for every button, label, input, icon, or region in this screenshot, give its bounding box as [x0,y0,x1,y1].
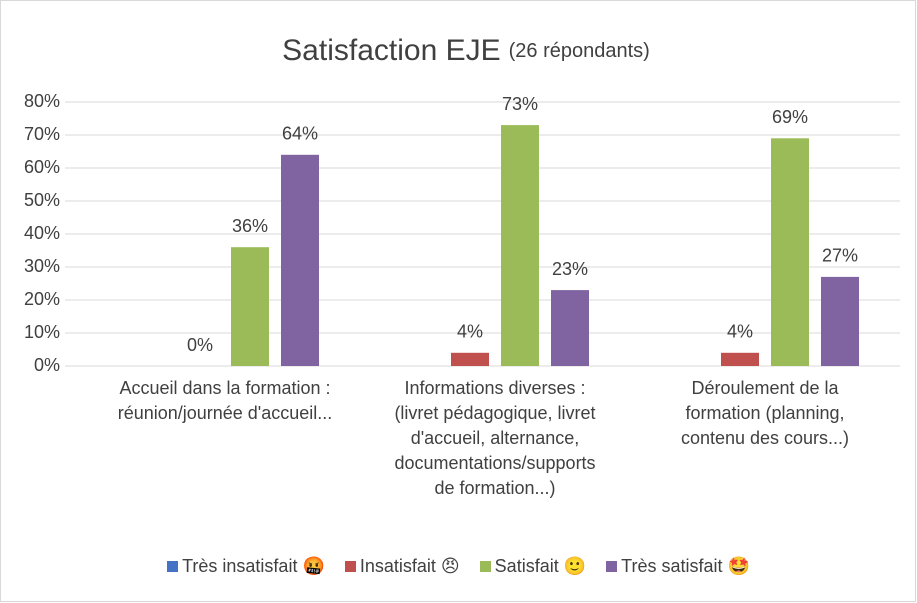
legend-item: Très satisfait 🤩 [606,556,750,577]
y-tick-label: 40% [24,223,60,243]
title: Satisfaction EJE [282,34,500,67]
bar [771,138,809,366]
y-tick-label: 20% [24,289,60,309]
x-tick-label: Déroulement de la formation (planning, c… [680,378,850,448]
legend-swatch [606,561,618,572]
data-label: 36% [232,216,268,236]
chart-title: Satisfaction EJE (26 répondants) [282,34,650,67]
y-tick-label: 80% [24,91,60,111]
bar [501,125,539,366]
y-tick-label: 10% [24,322,60,342]
data-label: 69% [772,107,808,127]
y-tick-label: 60% [24,157,60,177]
data-label: 27% [822,246,858,266]
legend-label: Insatisfait 😠 [359,556,460,576]
bar [451,352,489,366]
legend-label: Satisfait 🙂 [494,556,587,576]
legend-item: Très insatisfait 🤬 [167,556,325,577]
legend-item: Satisfait 🙂 [479,556,587,577]
y-tick-label: 0% [34,355,60,375]
data-label: 64% [282,124,318,144]
y-tick-label: 70% [24,124,60,144]
legend-swatch [344,561,356,572]
data-label: 4% [727,322,753,342]
legend-swatch [167,561,179,572]
legend-label: Très insatisfait 🤬 [182,556,325,576]
legend: Très insatisfait 🤬 Insatisfait 😠 Satisfait… [0,556,917,577]
bar [281,154,319,366]
data-label: 0% [187,335,213,355]
bar [231,247,269,366]
bar [721,352,759,366]
y-tick-label: 50% [24,190,60,210]
legend-swatch [479,561,491,572]
data-label: 23% [552,259,588,279]
y-tick-label: 30% [24,256,60,276]
bar [821,276,859,366]
x-tick-label: Accueil dans la formation : réunion/jour… [117,378,333,423]
bar [551,290,589,366]
data-label: 73% [502,94,538,114]
data-label: 4% [457,322,483,342]
legend-item: Insatisfait 😠 [344,556,460,577]
x-tick-label: Informations diverses : (livret pédagogi… [394,378,596,498]
legend-label: Très satisfait 🤩 [621,556,750,576]
subtitle: (26 répondants) [509,40,650,62]
